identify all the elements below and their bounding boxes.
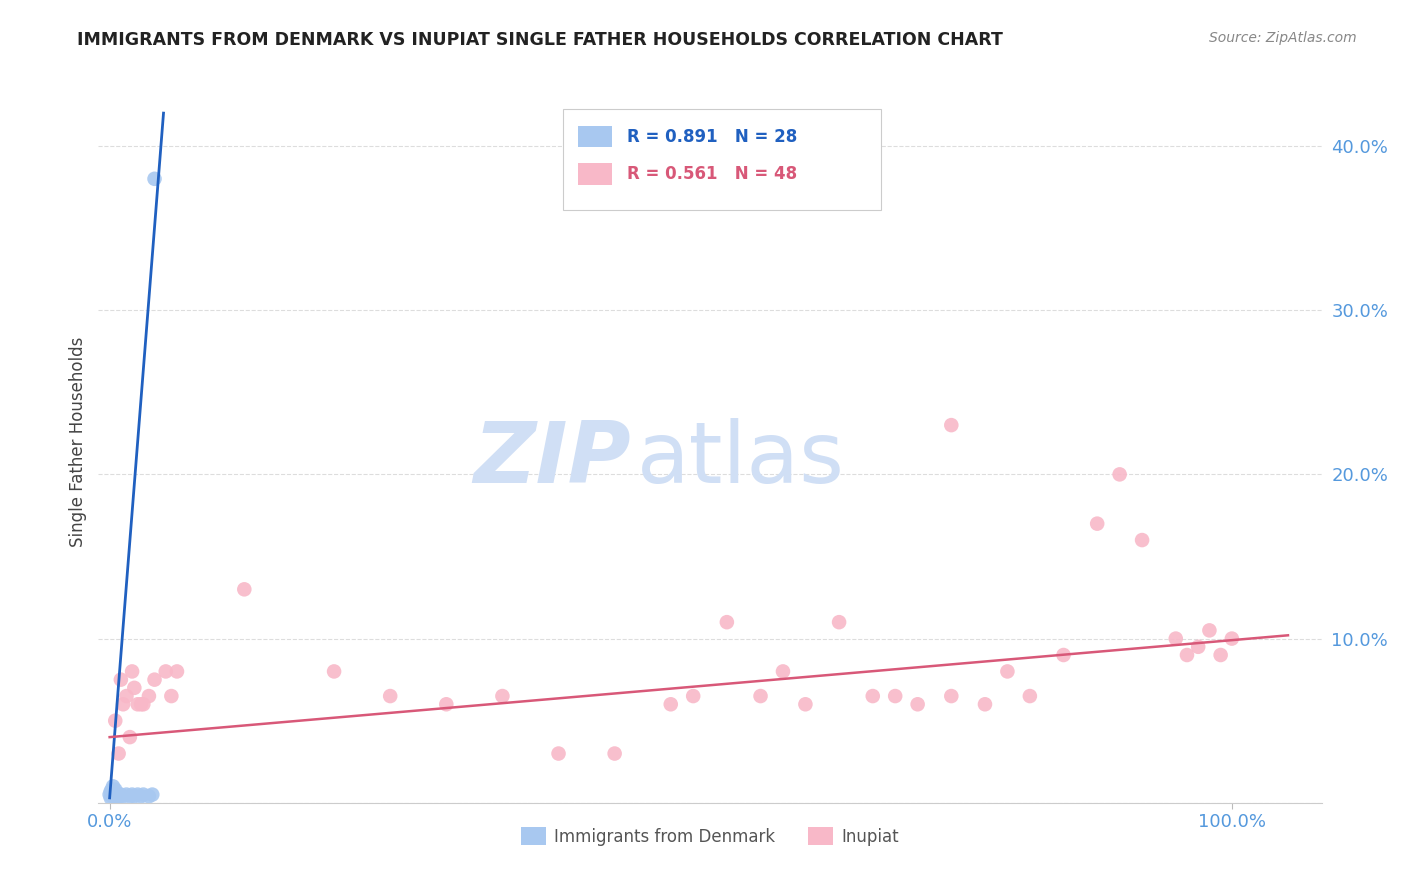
Point [862,689,884,703]
Point [659,698,682,712]
Point [121,665,143,679]
Point [143,673,166,687]
Point [828,615,851,630]
Point [121,788,143,802]
Point [1187,640,1209,654]
FancyBboxPatch shape [564,109,882,211]
Point [118,730,141,744]
Point [1198,624,1220,638]
Bar [578,126,612,147]
Text: ZIP: ZIP [472,418,630,501]
Point [749,689,772,703]
Point [104,782,127,797]
Point [1209,648,1232,662]
Point [547,747,569,761]
Point [974,698,997,712]
Point [124,789,146,804]
Point [107,789,129,804]
Point [115,689,138,703]
Point [100,790,122,805]
Point [101,782,124,797]
Point [127,698,149,712]
Point [794,698,817,712]
Point [100,784,122,798]
Point [110,673,132,687]
Point [997,665,1019,679]
Text: atlas: atlas [637,418,845,501]
Point [118,789,141,804]
Point [155,665,177,679]
Point [603,747,626,761]
Text: R = 0.561   N = 48: R = 0.561 N = 48 [627,165,797,183]
Point [491,689,513,703]
Point [143,171,166,186]
Text: Source: ZipAtlas.com: Source: ZipAtlas.com [1209,31,1357,45]
Point [101,786,124,800]
Point [682,689,704,703]
Y-axis label: Single Father Households: Single Father Households [69,336,87,547]
Point [110,788,132,802]
Point [103,784,125,798]
Point [323,665,346,679]
Point [127,788,149,802]
Point [112,789,135,804]
Point [160,689,183,703]
Legend: Immigrants from Denmark, Inupiat: Immigrants from Denmark, Inupiat [515,821,905,852]
Point [104,714,127,728]
Point [107,788,129,802]
Point [716,615,738,630]
Point [104,789,127,804]
Point [132,698,155,712]
Point [101,788,124,802]
Point [107,747,129,761]
Point [103,788,125,802]
Point [132,788,155,802]
Point [380,689,402,703]
Point [772,665,794,679]
Bar [578,163,612,185]
Point [129,698,152,712]
Point [105,788,128,802]
Point [233,582,256,597]
Point [101,780,124,794]
Point [1130,533,1153,547]
Point [1085,516,1108,531]
Point [101,789,124,804]
Point [1175,648,1198,662]
Point [141,788,163,802]
Point [138,789,160,804]
Point [941,689,963,703]
Point [138,689,160,703]
Point [1052,648,1074,662]
Point [124,681,146,695]
Point [1220,632,1243,646]
Point [1164,632,1187,646]
Point [108,789,131,804]
Point [1018,689,1040,703]
Point [166,665,188,679]
Point [115,788,138,802]
Point [1108,467,1130,482]
Point [112,698,135,712]
Text: IMMIGRANTS FROM DENMARK VS INUPIAT SINGLE FATHER HOUSEHOLDS CORRELATION CHART: IMMIGRANTS FROM DENMARK VS INUPIAT SINGL… [77,31,1004,49]
Point [129,789,152,804]
Point [907,698,929,712]
Point [884,689,907,703]
Point [98,788,121,802]
Point [941,418,963,433]
Point [434,698,457,712]
Text: R = 0.891   N = 28: R = 0.891 N = 28 [627,128,797,145]
